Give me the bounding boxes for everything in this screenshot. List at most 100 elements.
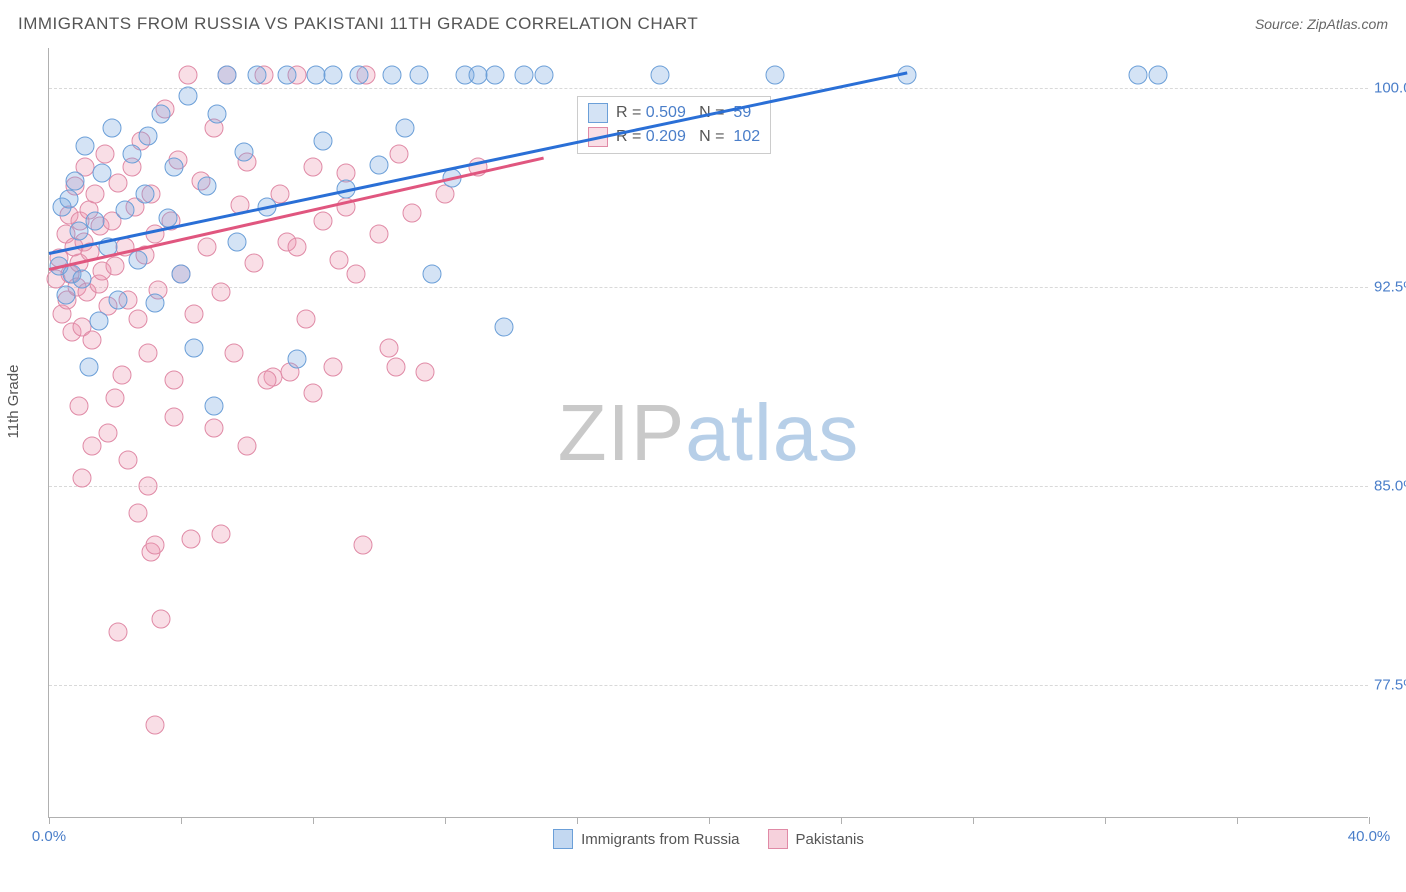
scatter-point xyxy=(99,424,118,443)
scatter-point xyxy=(370,224,389,243)
scatter-point xyxy=(178,86,197,105)
scatter-point xyxy=(218,65,237,84)
scatter-point xyxy=(304,384,323,403)
scatter-point xyxy=(350,65,369,84)
scatter-point xyxy=(59,190,78,209)
scatter-point xyxy=(145,293,164,312)
x-tick xyxy=(841,817,842,824)
scatter-point xyxy=(198,238,217,257)
scatter-point xyxy=(82,437,101,456)
scatter-point xyxy=(211,524,230,543)
scatter-point xyxy=(485,65,504,84)
scatter-chart: ZIPatlas R = 0.509 N = 59R = 0.209 N = 1… xyxy=(48,48,1368,818)
scatter-point xyxy=(323,65,342,84)
scatter-point xyxy=(323,357,342,376)
y-tick-label: 100.0% xyxy=(1374,79,1406,96)
scatter-point xyxy=(287,349,306,368)
scatter-point xyxy=(1148,65,1167,84)
scatter-point xyxy=(106,389,125,408)
scatter-point xyxy=(76,137,95,156)
scatter-point xyxy=(119,450,138,469)
scatter-point xyxy=(238,437,257,456)
scatter-point xyxy=(198,177,217,196)
scatter-point xyxy=(396,118,415,137)
scatter-point xyxy=(66,171,85,190)
scatter-point xyxy=(257,370,276,389)
stats-row: R = 0.209 N = 102 xyxy=(588,127,760,147)
scatter-point xyxy=(145,535,164,554)
scatter-point xyxy=(346,264,365,283)
scatter-point xyxy=(383,65,402,84)
scatter-point xyxy=(69,397,88,416)
scatter-point xyxy=(234,142,253,161)
scatter-point xyxy=(650,65,669,84)
scatter-point xyxy=(178,65,197,84)
chart-legend: Immigrants from Russia Pakistanis xyxy=(49,829,1368,849)
scatter-point xyxy=(353,535,372,554)
scatter-point xyxy=(1129,65,1148,84)
scatter-point xyxy=(106,256,125,275)
y-axis-label: 11th Grade xyxy=(5,365,22,439)
watermark: ZIPatlas xyxy=(558,387,859,479)
scatter-point xyxy=(228,232,247,251)
scatter-point xyxy=(185,304,204,323)
scatter-point xyxy=(139,126,158,145)
scatter-point xyxy=(152,609,171,628)
legend-item: Immigrants from Russia xyxy=(553,829,739,849)
scatter-point xyxy=(112,365,131,384)
x-tick xyxy=(1369,817,1370,824)
scatter-point xyxy=(304,158,323,177)
scatter-point xyxy=(79,357,98,376)
scatter-point xyxy=(379,339,398,358)
legend-label: Pakistanis xyxy=(796,831,864,848)
scatter-point xyxy=(145,716,164,735)
scatter-point xyxy=(208,105,227,124)
scatter-point xyxy=(515,65,534,84)
scatter-point xyxy=(109,174,128,193)
y-tick-label: 85.0% xyxy=(1374,478,1406,495)
scatter-point xyxy=(165,370,184,389)
scatter-point xyxy=(422,264,441,283)
legend-swatch xyxy=(768,829,788,849)
gridline xyxy=(49,486,1368,487)
scatter-point xyxy=(211,283,230,302)
scatter-point xyxy=(287,238,306,257)
scatter-point xyxy=(386,357,405,376)
scatter-point xyxy=(389,145,408,164)
correlation-stats-box: R = 0.509 N = 59R = 0.209 N = 102 xyxy=(577,96,771,154)
gridline xyxy=(49,287,1368,288)
scatter-point xyxy=(205,418,224,437)
scatter-point xyxy=(403,203,422,222)
scatter-point xyxy=(313,131,332,150)
x-tick xyxy=(973,817,974,824)
scatter-point xyxy=(297,309,316,328)
legend-item: Pakistanis xyxy=(768,829,864,849)
scatter-point xyxy=(370,155,389,174)
scatter-point xyxy=(73,469,92,488)
y-tick-label: 77.5% xyxy=(1374,677,1406,694)
scatter-point xyxy=(165,158,184,177)
gridline xyxy=(49,685,1368,686)
scatter-point xyxy=(495,317,514,336)
x-tick-label: 0.0% xyxy=(32,828,66,845)
scatter-point xyxy=(416,362,435,381)
gridline xyxy=(49,88,1368,89)
scatter-point xyxy=(766,65,785,84)
scatter-point xyxy=(135,185,154,204)
x-tick xyxy=(577,817,578,824)
scatter-point xyxy=(181,530,200,549)
scatter-point xyxy=(109,291,128,310)
scatter-point xyxy=(109,623,128,642)
scatter-point xyxy=(313,211,332,230)
scatter-point xyxy=(129,251,148,270)
scatter-point xyxy=(185,339,204,358)
scatter-point xyxy=(152,105,171,124)
scatter-point xyxy=(224,344,243,363)
scatter-point xyxy=(139,477,158,496)
x-tick xyxy=(313,817,314,824)
scatter-point xyxy=(122,145,141,164)
chart-title: IMMIGRANTS FROM RUSSIA VS PAKISTANI 11TH… xyxy=(18,14,698,34)
x-tick-label: 40.0% xyxy=(1348,828,1391,845)
scatter-point xyxy=(409,65,428,84)
scatter-point xyxy=(92,163,111,182)
